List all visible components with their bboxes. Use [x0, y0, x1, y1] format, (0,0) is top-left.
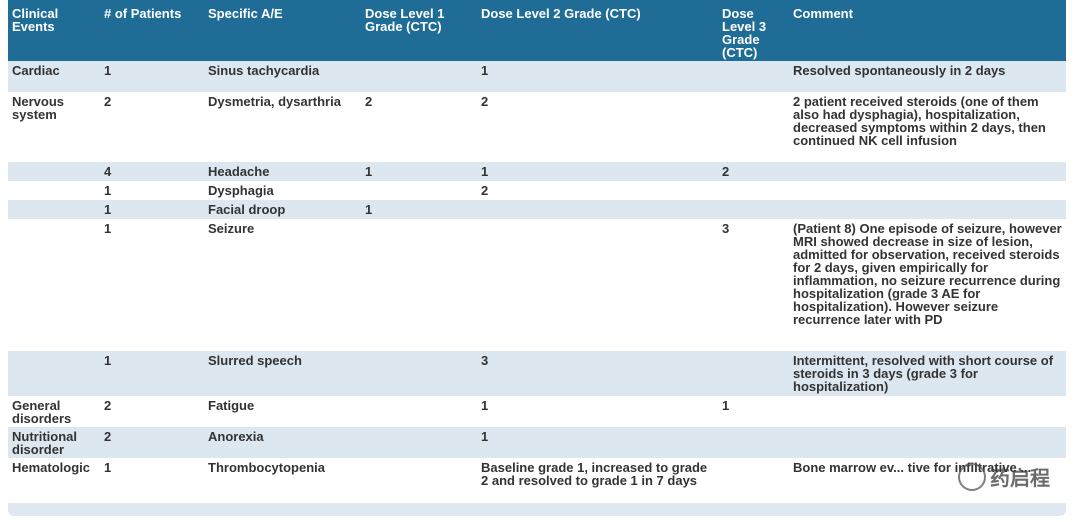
cell-dl2: 1 — [477, 427, 718, 458]
cell-dl2 — [477, 219, 718, 351]
table-row: 1 Seizure 3 (Patient 8) One episode of s… — [8, 219, 1066, 351]
header-num-patients: # of Patients — [100, 0, 204, 61]
cell-dl3 — [718, 351, 789, 396]
header-dose-level-3: Dose Level 3 Grade (CTC) — [718, 0, 789, 61]
cell-comment: 2 patient received steroids (one of them… — [789, 92, 1066, 162]
cell-comment — [789, 162, 1066, 181]
adverse-events-table: Clinical Events # of Patients Specific A… — [8, 0, 1066, 503]
cell-patients: 2 — [100, 92, 204, 162]
cell-ae: Seizure — [204, 219, 361, 351]
header-clinical-events: Clinical Events — [8, 0, 100, 61]
cell-comment: Bone marrow ev... tive for infiltrative … — [789, 458, 1066, 503]
cell-patients: 1 — [100, 61, 204, 92]
cell-ae: Headache — [204, 162, 361, 181]
cell-event: Nutritional disorder — [8, 427, 100, 458]
cell-event: Hematologic — [8, 458, 100, 503]
header-comment: Comment — [789, 0, 1066, 61]
cell-event: General disorders — [8, 396, 100, 427]
cell-comment — [789, 181, 1066, 200]
table-row: Hematologic 1 Thrombocytopenia Baseline … — [8, 458, 1066, 503]
cell-dl2: 1 — [477, 61, 718, 92]
cell-ae: Anorexia — [204, 427, 361, 458]
cell-dl1: 2 — [361, 92, 477, 162]
cell-dl2 — [477, 200, 718, 219]
cell-dl3 — [718, 427, 789, 458]
cell-comment — [789, 200, 1066, 219]
table-row: 1 Slurred speech 3 Intermittent, resolve… — [8, 351, 1066, 396]
cell-ae: Slurred speech — [204, 351, 361, 396]
header-dose-level-1: Dose Level 1 Grade (CTC) — [361, 0, 477, 61]
watermark-logo-icon — [958, 462, 986, 491]
cell-patients: 1 — [100, 351, 204, 396]
cell-dl1 — [361, 181, 477, 200]
cell-event — [8, 219, 100, 351]
cell-event — [8, 181, 100, 200]
cell-ae: Sinus tachycardia — [204, 61, 361, 92]
cell-comment: Resolved spontaneously in 2 days — [789, 61, 1066, 92]
cell-comment: (Patient 8) One episode of seizure, howe… — [789, 219, 1066, 351]
cell-dl3 — [718, 92, 789, 162]
table-row: 4 Headache 1 1 2 — [8, 162, 1066, 181]
cell-dl3 — [718, 61, 789, 92]
cell-dl1 — [361, 458, 477, 503]
cell-patients: 1 — [100, 181, 204, 200]
watermark-text: 药启程 — [990, 468, 1050, 490]
cell-dl3: 2 — [718, 162, 789, 181]
cell-event: Nervous system — [8, 92, 100, 162]
cell-comment — [789, 427, 1066, 458]
cell-patients: 1 — [100, 458, 204, 503]
cell-dl2: Baseline grade 1, increased to grade 2 a… — [477, 458, 718, 503]
cell-ae: Thrombocytopenia — [204, 458, 361, 503]
cell-patients: 1 — [100, 219, 204, 351]
cell-dl1: 1 — [361, 162, 477, 181]
cell-dl1 — [361, 396, 477, 427]
cell-patients: 2 — [100, 427, 204, 458]
table-row: Cardiac 1 Sinus tachycardia 1 Resolved s… — [8, 61, 1066, 92]
header-dose-level-2: Dose Level 2 Grade (CTC) — [477, 0, 718, 61]
cell-patients: 1 — [100, 200, 204, 219]
cell-dl3: 1 — [718, 396, 789, 427]
cell-ae: Fatigue — [204, 396, 361, 427]
cell-ae: Dysmetria, dysarthria — [204, 92, 361, 162]
cell-event — [8, 351, 100, 396]
table-row: General disorders 2 Fatigue 1 1 — [8, 396, 1066, 427]
cell-ae: Facial droop — [204, 200, 361, 219]
cell-dl3 — [718, 458, 789, 503]
watermark: 药启程 — [958, 462, 1050, 491]
cell-dl2: 1 — [477, 162, 718, 181]
table-row: 1 Facial droop 1 — [8, 200, 1066, 219]
cell-dl2: 2 — [477, 181, 718, 200]
table-row: Nutritional disorder 2 Anorexia 1 — [8, 427, 1066, 458]
cell-dl1 — [361, 219, 477, 351]
cell-dl2: 1 — [477, 396, 718, 427]
cell-dl3: 3 — [718, 219, 789, 351]
header-specific-ae: Specific A/E — [204, 0, 361, 61]
cell-event — [8, 162, 100, 181]
cell-patients: 4 — [100, 162, 204, 181]
header-row: Clinical Events # of Patients Specific A… — [8, 0, 1066, 61]
cell-dl3 — [718, 200, 789, 219]
cell-dl2: 3 — [477, 351, 718, 396]
cell-dl1 — [361, 351, 477, 396]
cell-dl1: 1 — [361, 200, 477, 219]
table-row: 1 Dysphagia 2 — [8, 181, 1066, 200]
cell-patients: 2 — [100, 396, 204, 427]
cell-dl3 — [718, 181, 789, 200]
cell-dl2: 2 — [477, 92, 718, 162]
cell-dl1 — [361, 427, 477, 458]
cell-comment: Intermittent, resolved with short course… — [789, 351, 1066, 396]
table-row: Nervous system 2 Dysmetria, dysarthria 2… — [8, 92, 1066, 162]
cell-event: Cardiac — [8, 61, 100, 92]
cell-ae: Dysphagia — [204, 181, 361, 200]
cell-comment — [789, 396, 1066, 427]
cell-dl1 — [361, 61, 477, 92]
cell-event — [8, 200, 100, 219]
